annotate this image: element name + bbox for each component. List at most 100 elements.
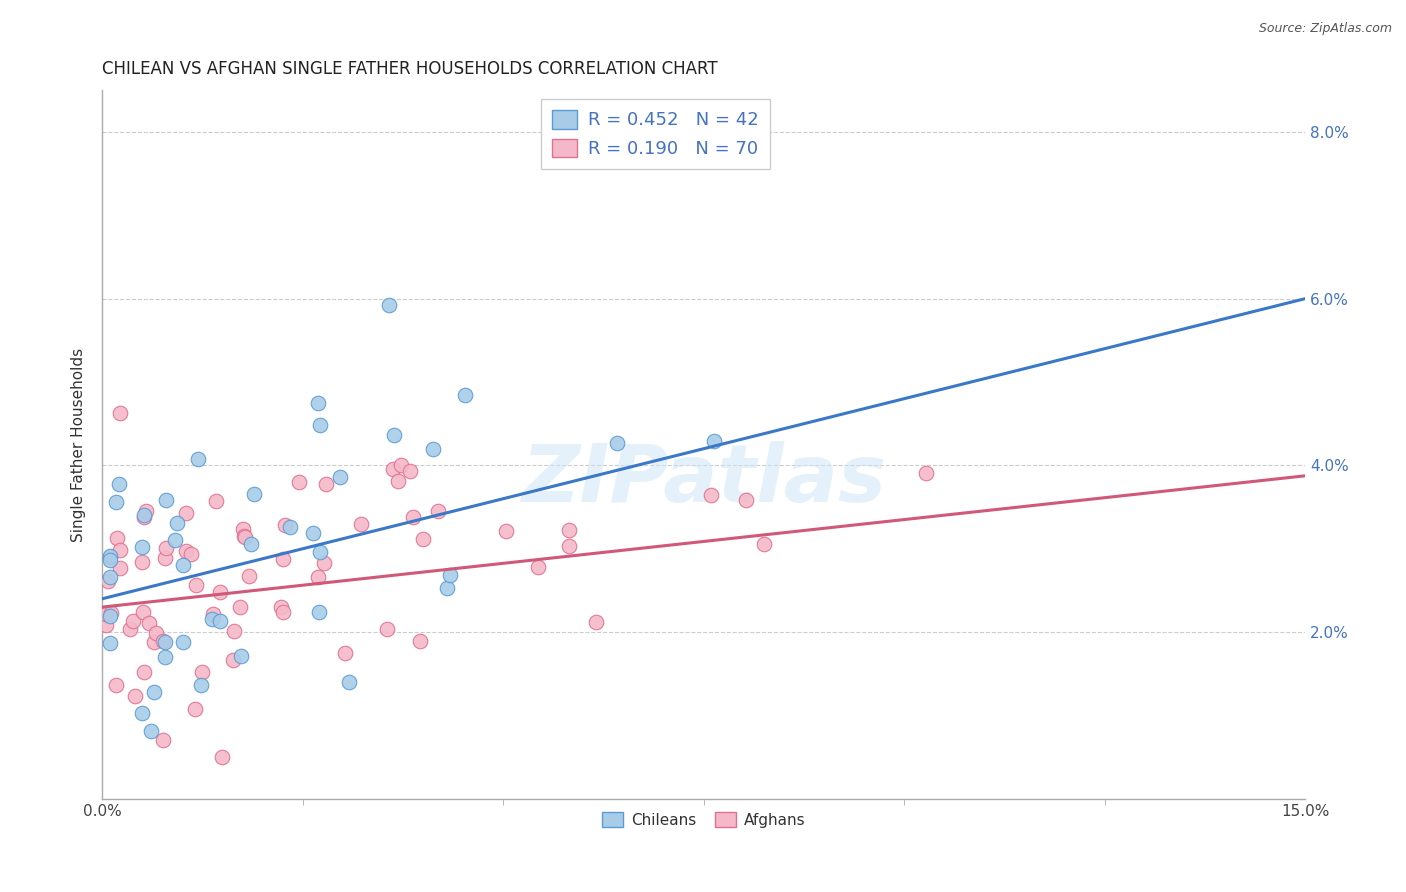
Point — [190, 678, 212, 692]
Point — [427, 503, 450, 517]
Point — [209, 615, 232, 629]
Point — [105, 495, 128, 509]
Point — [134, 665, 156, 679]
Point — [307, 570, 329, 584]
Point — [233, 530, 256, 544]
Point — [145, 626, 167, 640]
Point — [98, 609, 121, 624]
Point — [165, 533, 187, 547]
Point — [454, 387, 477, 401]
Point — [606, 436, 628, 450]
Point — [274, 517, 297, 532]
Point — [184, 577, 207, 591]
Point — [527, 560, 550, 574]
Point — [201, 607, 224, 621]
Point — [108, 407, 131, 421]
Point — [375, 622, 398, 636]
Point — [288, 475, 311, 489]
Point — [703, 434, 725, 448]
Point — [107, 476, 129, 491]
Point — [180, 547, 202, 561]
Point — [96, 618, 118, 632]
Point — [439, 567, 461, 582]
Point — [350, 517, 373, 532]
Point — [105, 678, 128, 692]
Point — [211, 750, 233, 764]
Point — [700, 488, 723, 502]
Point — [308, 605, 330, 619]
Point — [200, 612, 222, 626]
Point — [734, 492, 756, 507]
Point — [174, 506, 197, 520]
Point — [184, 702, 207, 716]
Point — [131, 555, 153, 569]
Point — [209, 585, 232, 599]
Point — [98, 569, 121, 583]
Point — [278, 519, 301, 533]
Point — [389, 458, 412, 472]
Point — [387, 474, 409, 488]
Point — [131, 541, 153, 555]
Point — [172, 558, 194, 572]
Point — [222, 652, 245, 666]
Point — [122, 614, 145, 628]
Point — [96, 607, 118, 622]
Point — [307, 395, 329, 409]
Point — [242, 487, 264, 501]
Point — [131, 706, 153, 720]
Point — [108, 560, 131, 574]
Point — [382, 428, 405, 442]
Text: ZIPatlas: ZIPatlas — [522, 441, 886, 519]
Point — [377, 298, 399, 312]
Point — [233, 529, 256, 543]
Point — [752, 537, 775, 551]
Point — [314, 556, 336, 570]
Point — [98, 549, 121, 563]
Point — [229, 600, 252, 615]
Point — [152, 732, 174, 747]
Point — [153, 550, 176, 565]
Point — [98, 636, 121, 650]
Point — [152, 634, 174, 648]
Point — [337, 675, 360, 690]
Point — [309, 418, 332, 433]
Legend: Chileans, Afghans: Chileans, Afghans — [596, 805, 811, 834]
Point — [134, 509, 156, 524]
Point — [422, 442, 444, 456]
Point — [100, 606, 122, 620]
Point — [309, 545, 332, 559]
Point — [155, 493, 177, 508]
Text: Source: ZipAtlas.com: Source: ZipAtlas.com — [1258, 22, 1392, 36]
Point — [915, 466, 938, 480]
Point — [172, 634, 194, 648]
Point — [382, 462, 405, 476]
Point — [142, 635, 165, 649]
Point — [271, 605, 294, 619]
Point — [271, 551, 294, 566]
Point — [557, 539, 579, 553]
Point — [301, 526, 323, 541]
Point — [205, 494, 228, 508]
Text: CHILEAN VS AFGHAN SINGLE FATHER HOUSEHOLDS CORRELATION CHART: CHILEAN VS AFGHAN SINGLE FATHER HOUSEHOL… — [103, 60, 718, 78]
Point — [495, 524, 517, 539]
Point — [399, 464, 422, 478]
Point — [105, 531, 128, 545]
Point — [143, 685, 166, 699]
Point — [585, 615, 607, 629]
Point — [135, 504, 157, 518]
Point — [139, 723, 162, 738]
Point — [118, 622, 141, 636]
Point — [329, 470, 352, 484]
Point — [187, 452, 209, 467]
Point — [232, 522, 254, 536]
Point — [153, 635, 176, 649]
Point — [240, 536, 263, 550]
Point — [98, 550, 121, 565]
Point — [238, 568, 260, 582]
Point — [412, 532, 434, 546]
Point — [134, 508, 156, 523]
Point — [315, 476, 337, 491]
Point — [155, 541, 177, 556]
Point — [124, 690, 146, 704]
Y-axis label: Single Father Households: Single Father Households — [72, 348, 86, 541]
